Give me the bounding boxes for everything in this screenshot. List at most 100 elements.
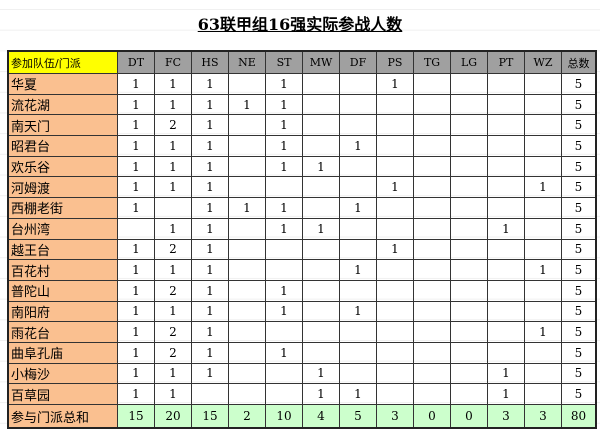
value-cell[interactable]	[302, 238, 340, 261]
value-cell[interactable]	[413, 176, 451, 199]
value-cell[interactable]: 1	[191, 321, 229, 343]
value-cell[interactable]	[339, 217, 377, 240]
value-cell[interactable]	[524, 279, 562, 302]
value-cell[interactable]	[450, 321, 488, 343]
value-cell[interactable]: 1	[265, 197, 303, 219]
value-cell[interactable]	[487, 114, 525, 137]
header-cell-lg[interactable]: LG	[450, 50, 488, 74]
value-cell[interactable]: 2	[154, 341, 192, 364]
value-cell[interactable]: 1	[302, 362, 340, 385]
value-cell[interactable]	[450, 300, 488, 323]
sum-value-cell[interactable]: 2	[228, 404, 266, 429]
value-cell[interactable]: 1	[265, 279, 303, 302]
value-cell[interactable]: 1	[154, 135, 192, 157]
value-cell[interactable]	[376, 114, 414, 137]
sum-value-cell[interactable]: 15	[191, 404, 229, 429]
value-cell[interactable]: 1	[117, 176, 155, 199]
header-cell-dt[interactable]: DT	[117, 50, 155, 74]
value-cell[interactable]	[228, 155, 266, 178]
value-cell[interactable]: 1	[154, 217, 192, 240]
value-cell[interactable]	[376, 321, 414, 343]
value-cell[interactable]	[376, 155, 414, 178]
value-cell[interactable]	[228, 279, 266, 302]
value-cell[interactable]: 1	[117, 73, 155, 95]
value-cell[interactable]	[376, 362, 414, 385]
value-cell[interactable]: 1	[117, 114, 155, 137]
total-cell[interactable]: 5	[561, 300, 597, 323]
value-cell[interactable]: 1	[154, 93, 192, 116]
sum-value-cell[interactable]: 15	[117, 404, 155, 429]
value-cell[interactable]: 1	[117, 238, 155, 261]
value-cell[interactable]: 1	[265, 155, 303, 178]
value-cell[interactable]	[450, 93, 488, 116]
value-cell[interactable]	[450, 383, 488, 405]
value-cell[interactable]	[228, 238, 266, 261]
value-cell[interactable]: 1	[339, 135, 377, 157]
sum-value-cell[interactable]: 5	[339, 404, 377, 429]
value-cell[interactable]	[524, 362, 562, 385]
value-cell[interactable]: 1	[302, 217, 340, 240]
header-total-cell[interactable]: 总数	[561, 50, 597, 74]
value-cell[interactable]	[524, 217, 562, 240]
value-cell[interactable]: 1	[117, 362, 155, 385]
value-cell[interactable]: 1	[339, 259, 377, 281]
value-cell[interactable]	[339, 73, 377, 95]
value-cell[interactable]	[487, 259, 525, 281]
value-cell[interactable]	[302, 73, 340, 95]
total-cell[interactable]: 5	[561, 238, 597, 261]
value-cell[interactable]: 1	[117, 259, 155, 281]
value-cell[interactable]	[339, 341, 377, 364]
value-cell[interactable]	[487, 135, 525, 157]
value-cell[interactable]: 1	[117, 383, 155, 405]
value-cell[interactable]	[413, 259, 451, 281]
value-cell[interactable]: 1	[339, 383, 377, 405]
value-cell[interactable]	[487, 93, 525, 116]
value-cell[interactable]	[413, 300, 451, 323]
value-cell[interactable]	[339, 238, 377, 261]
sum-value-cell[interactable]: 0	[450, 404, 488, 429]
value-cell[interactable]	[302, 197, 340, 219]
value-cell[interactable]	[450, 155, 488, 178]
value-cell[interactable]: 1	[191, 362, 229, 385]
value-cell[interactable]: 1	[302, 383, 340, 405]
sum-value-cell[interactable]: 3	[487, 404, 525, 429]
value-cell[interactable]	[228, 114, 266, 137]
value-cell[interactable]: 1	[265, 300, 303, 323]
value-cell[interactable]	[524, 300, 562, 323]
value-cell[interactable]: 1	[191, 300, 229, 323]
team-name-cell[interactable]: 越王台	[7, 238, 118, 261]
value-cell[interactable]: 1	[487, 217, 525, 240]
value-cell[interactable]	[302, 135, 340, 157]
value-cell[interactable]: 1	[524, 321, 562, 343]
sum-value-cell[interactable]: 0	[413, 404, 451, 429]
value-cell[interactable]	[302, 176, 340, 199]
value-cell[interactable]: 1	[191, 238, 229, 261]
value-cell[interactable]	[228, 341, 266, 364]
value-cell[interactable]	[339, 321, 377, 343]
value-cell[interactable]	[413, 238, 451, 261]
value-cell[interactable]	[524, 383, 562, 405]
header-cell-wz[interactable]: WZ	[524, 50, 562, 74]
header-cell-ps[interactable]: PS	[376, 50, 414, 74]
header-cell-fc[interactable]: FC	[154, 50, 192, 74]
total-cell[interactable]: 5	[561, 197, 597, 219]
value-cell[interactable]	[524, 341, 562, 364]
value-cell[interactable]: 1	[191, 279, 229, 302]
value-cell[interactable]	[302, 321, 340, 343]
value-cell[interactable]	[487, 341, 525, 364]
value-cell[interactable]: 1	[117, 197, 155, 219]
value-cell[interactable]	[450, 114, 488, 137]
team-name-cell[interactable]: 昭君台	[7, 135, 118, 157]
value-cell[interactable]: 2	[154, 321, 192, 343]
value-cell[interactable]	[413, 73, 451, 95]
value-cell[interactable]: 1	[154, 176, 192, 199]
value-cell[interactable]: 2	[154, 279, 192, 302]
sum-value-cell[interactable]: 3	[524, 404, 562, 429]
header-cell-df[interactable]: DF	[339, 50, 377, 74]
value-cell[interactable]	[376, 217, 414, 240]
total-cell[interactable]: 5	[561, 114, 597, 137]
value-cell[interactable]: 1	[265, 217, 303, 240]
value-cell[interactable]	[524, 73, 562, 95]
team-name-cell[interactable]: 小梅沙	[7, 362, 118, 385]
value-cell[interactable]: 1	[191, 197, 229, 219]
